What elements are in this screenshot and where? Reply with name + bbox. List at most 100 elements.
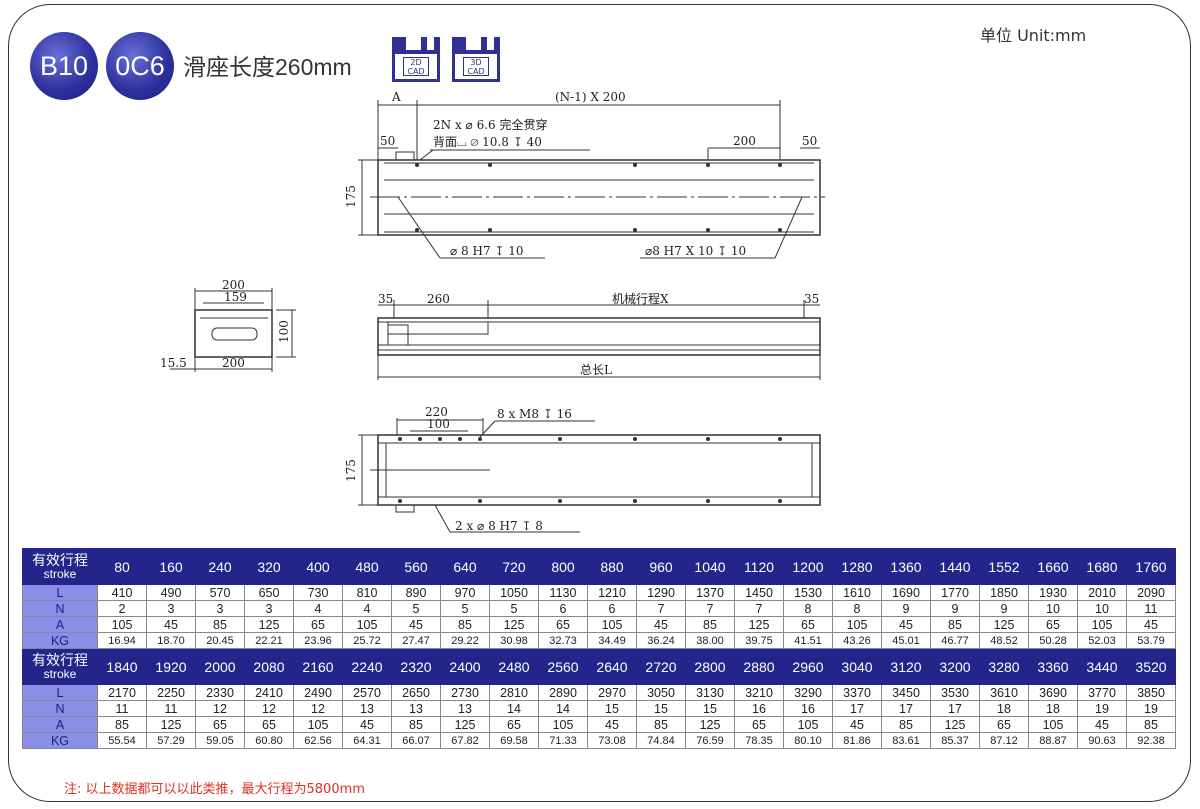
model-badge-0c6: 0C6 <box>106 32 174 100</box>
dim-pitch: (N-1) X 200 <box>555 90 626 104</box>
n-cell: 6 <box>587 600 637 617</box>
dim-50-right: 50 <box>802 134 817 148</box>
kg-cell: 90.63 <box>1077 732 1127 749</box>
hole-note-1: 2N x ⌀ 6.6 完全贯穿 <box>433 117 547 132</box>
l-cell: 3770 <box>1077 684 1127 701</box>
kg-cell: 52.03 <box>1077 632 1127 649</box>
side-dim-stroke: 机械行程X <box>612 291 669 306</box>
end-dim-200-top: 200 <box>222 278 245 292</box>
kg-cell: 23.96 <box>293 632 343 649</box>
bottom-dim-100: 100 <box>427 417 450 431</box>
row-label-l: L <box>22 584 98 601</box>
end-view: 200 159 100 15.5 200 <box>160 278 296 372</box>
pin-note-1: ⌀ 8 H7 ↧ 10 <box>450 244 524 258</box>
table-row-a: A 105 45 85 125 65 105 45 85 125 65 105 45 85 125 65 105… <box>22 616 1176 633</box>
technical-drawing: A (N-1) X 200 2N x ⌀ 6.6 完全贯穿 背面⌴ ⌀ 10.8… <box>160 90 825 533</box>
stroke-cell: 960 <box>636 548 686 585</box>
kg-cell: 41.51 <box>783 632 833 649</box>
stroke-cell: 1760 <box>1126 548 1176 585</box>
l-cell: 1130 <box>538 584 588 601</box>
stroke-cell: 2080 <box>244 648 294 685</box>
n-cell: 2 <box>97 600 147 617</box>
cad-3d-download-icon[interactable]: 3D CAD <box>452 37 500 82</box>
cad-2d-download-icon[interactable]: 2D CAD <box>392 37 440 82</box>
stroke-cell: 1280 <box>832 548 882 585</box>
stroke-cell: 2960 <box>783 648 833 685</box>
stroke-header-row: 有效行程 stroke 80 160 240 320 400 480 560 640 720 800 8… <box>22 548 1176 585</box>
l-cell: 1210 <box>587 584 637 601</box>
stroke-cell: 640 <box>440 548 490 585</box>
a-cell: 45 <box>1077 716 1127 733</box>
n-cell: 5 <box>391 600 441 617</box>
n-cell: 5 <box>489 600 539 617</box>
kg-cell: 59.05 <box>195 732 245 749</box>
table-row-l: L 2170 2250 2330 2410 2490 2570 2650 2730 2810 289… <box>22 684 1176 701</box>
l-cell: 3850 <box>1126 684 1176 701</box>
n-cell: 3 <box>244 600 294 617</box>
a-cell: 105 <box>832 616 882 633</box>
l-cell: 2490 <box>293 684 343 701</box>
kg-cell: 88.87 <box>1028 732 1078 749</box>
row-label-kg: KG <box>22 732 98 749</box>
l-cell: 3690 <box>1028 684 1078 701</box>
kg-cell: 46.77 <box>930 632 980 649</box>
a-cell: 45 <box>342 716 392 733</box>
a-cell: 45 <box>146 616 196 633</box>
n-cell: 13 <box>391 700 441 717</box>
l-cell: 730 <box>293 584 343 601</box>
stroke-cell: 560 <box>391 548 441 585</box>
kg-cell: 16.94 <box>97 632 147 649</box>
l-cell: 2730 <box>440 684 490 701</box>
l-cell: 2410 <box>244 684 294 701</box>
end-dim-159: 159 <box>224 290 247 304</box>
n-cell: 11 <box>1126 600 1176 617</box>
kg-cell: 22.21 <box>244 632 294 649</box>
a-cell: 85 <box>195 616 245 633</box>
l-cell: 3050 <box>636 684 686 701</box>
kg-cell: 38.00 <box>685 632 735 649</box>
stroke-cell: 800 <box>538 548 588 585</box>
l-cell: 2890 <box>538 684 588 701</box>
l-cell: 2090 <box>1126 584 1176 601</box>
l-cell: 3290 <box>783 684 833 701</box>
kg-cell: 66.07 <box>391 732 441 749</box>
a-cell: 125 <box>930 716 980 733</box>
stroke-cell: 1680 <box>1077 548 1127 585</box>
a-cell: 125 <box>489 616 539 633</box>
stroke-cell: 2640 <box>587 648 637 685</box>
kg-cell: 27.47 <box>391 632 441 649</box>
n-cell: 15 <box>636 700 686 717</box>
a-cell: 65 <box>244 716 294 733</box>
stroke-cell: 2880 <box>734 648 784 685</box>
end-dim-200-bottom: 200 <box>222 356 245 370</box>
n-cell: 10 <box>1028 600 1078 617</box>
n-cell: 14 <box>489 700 539 717</box>
hole-note-2: 背面⌴ ⌀ 10.8 ↧ 40 <box>433 135 542 149</box>
stroke-cell: 1360 <box>881 548 931 585</box>
kg-cell: 60.80 <box>244 732 294 749</box>
a-cell: 105 <box>587 616 637 633</box>
kg-cell: 43.26 <box>832 632 882 649</box>
stroke-cell: 3200 <box>930 648 980 685</box>
stroke-label-cn: 有效行程 <box>32 551 88 568</box>
kg-cell: 78.35 <box>734 732 784 749</box>
kg-cell: 36.24 <box>636 632 686 649</box>
kg-cell: 81.86 <box>832 732 882 749</box>
a-cell: 125 <box>146 716 196 733</box>
bottom-dim-175: 175 <box>344 459 358 482</box>
stroke-cell: 240 <box>195 548 245 585</box>
bottom-pin-note: 2 x ⌀ 8 H7 ↧ 8 <box>455 519 543 533</box>
stroke-row-label: 有效行程 stroke <box>22 648 98 685</box>
n-cell: 12 <box>244 700 294 717</box>
l-cell: 3210 <box>734 684 784 701</box>
stroke-cell: 480 <box>342 548 392 585</box>
kg-cell: 32.73 <box>538 632 588 649</box>
l-cell: 2170 <box>97 684 147 701</box>
kg-cell: 53.79 <box>1126 632 1176 649</box>
a-cell: 105 <box>342 616 392 633</box>
stroke-cell: 3520 <box>1126 648 1176 685</box>
kg-cell: 25.72 <box>342 632 392 649</box>
n-cell: 14 <box>538 700 588 717</box>
stroke-cell: 2480 <box>489 648 539 685</box>
a-cell: 65 <box>783 616 833 633</box>
